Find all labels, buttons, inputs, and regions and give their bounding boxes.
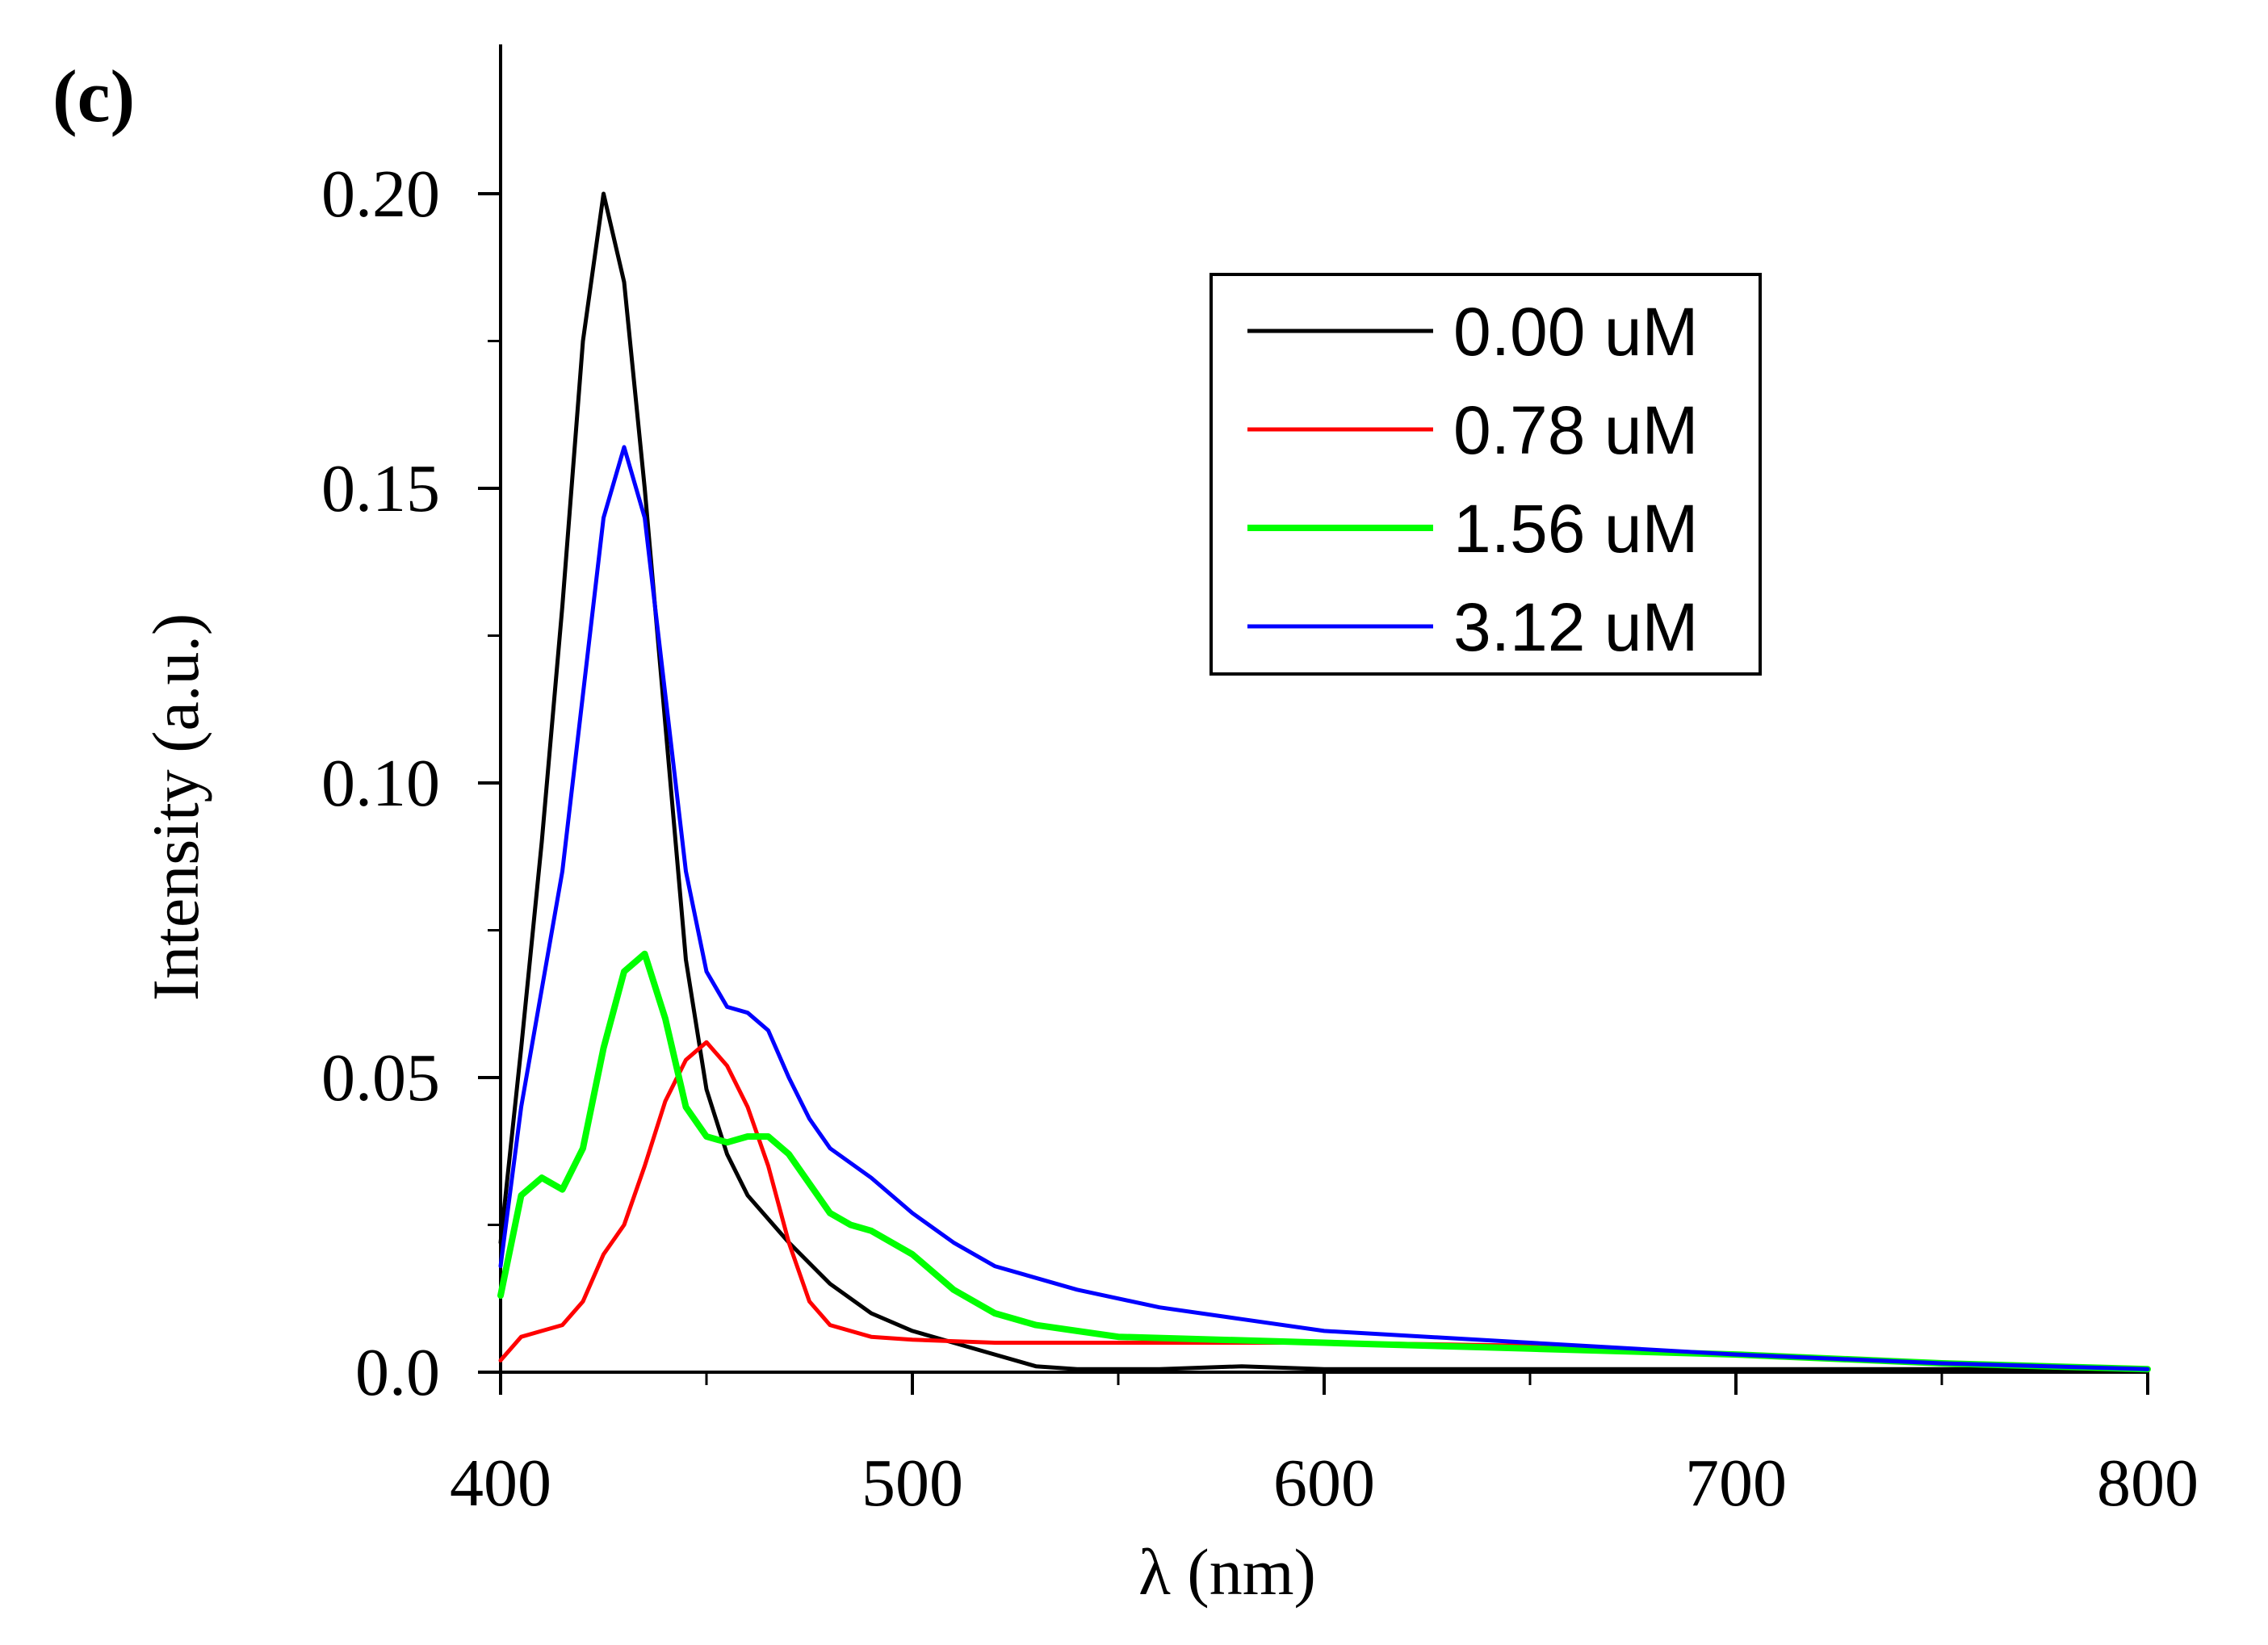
x-tick-label: 500 <box>862 1446 963 1521</box>
legend-label: 3.12 uM <box>1453 589 1699 665</box>
y-tick-label: 0.05 <box>321 1040 440 1116</box>
x-tick-label: 800 <box>2097 1446 2199 1521</box>
y-tick-label: 0.0 <box>355 1335 440 1410</box>
series-line-3-12-um <box>498 445 2150 1371</box>
series-line-0-78-um <box>498 1040 2150 1371</box>
ticks <box>478 192 2149 1395</box>
axes <box>499 44 2148 1374</box>
y-tick-label: 0.10 <box>321 746 440 821</box>
legend-label: 1.56 uM <box>1453 491 1699 567</box>
x-tick-label: 600 <box>1273 1446 1375 1521</box>
tick-labels: 400 500 600 700 800 0.0 0.05 0.10 0.15 0.20 <box>321 157 2199 1521</box>
series-line-1-56-um <box>497 950 2151 1373</box>
panel-label: (c) <box>52 55 135 137</box>
y-axis-label: Intensity (a.u.) <box>139 613 212 1001</box>
legend-label: 0.78 uM <box>1453 392 1699 468</box>
legend-box <box>1209 273 1762 676</box>
y-tick-label: 0.15 <box>321 451 440 526</box>
series-line-0-00-um <box>498 191 2150 1371</box>
series-layer <box>497 191 2151 1373</box>
x-axis-label: λ (nm) <box>1138 1535 1316 1609</box>
y-tick-label: 0.20 <box>321 157 440 232</box>
legend-label: 0.00 uM <box>1453 294 1699 370</box>
legend: 0.00 uM 0.78 uM 1.56 uM 3.12 uM <box>1209 273 1762 676</box>
x-tick-label: 700 <box>1685 1446 1787 1521</box>
x-tick-label: 400 <box>450 1446 551 1521</box>
